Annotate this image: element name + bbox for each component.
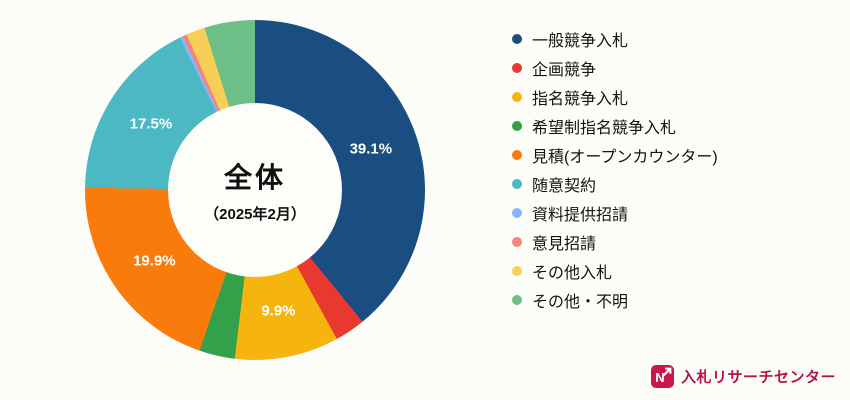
donut-center: 全体 （2025年2月）: [168, 103, 342, 277]
legend-swatch: [512, 294, 522, 305]
legend-label: 意見招請: [532, 235, 597, 253]
legend-swatch: [512, 236, 522, 247]
brand-logo: N 入札リサーチセンター: [650, 364, 836, 389]
legend-swatch: [512, 91, 522, 102]
brand-name: 入札リサーチセンター: [680, 369, 836, 386]
legend-label: その他・不明: [532, 293, 629, 311]
svg-text:N: N: [655, 370, 664, 385]
n-arrow-logo-icon: N: [650, 365, 674, 388]
legend-item: 指名競争入札: [512, 82, 718, 111]
legend-label: 資料提供招請: [532, 206, 629, 224]
legend-item: 一般競争入札: [512, 24, 718, 53]
legend-swatch: [512, 33, 522, 44]
legend-item: 資料提供招請: [512, 198, 718, 227]
legend-label: 随意契約: [532, 177, 597, 195]
legend-swatch: [512, 120, 522, 131]
legend-swatch: [512, 207, 522, 218]
legend-label: 企画競争: [532, 61, 597, 79]
legend-label: 指名競争入札: [532, 90, 629, 108]
legend-item: 希望制指名競争入札: [512, 111, 718, 140]
slice-label: 39.1%: [349, 140, 393, 158]
legend-item: 意見招請: [512, 227, 718, 256]
legend: 一般競争入札 企画競争指名競争入札希望制指名競争入札見積(オープンカウンター) 随意…: [512, 24, 718, 314]
donut-chart: 39.1% 9.9% 19.9% 17.5% 全体 （2025年2月）: [85, 20, 425, 360]
slice-label: 9.9%: [261, 302, 296, 320]
legend-swatch: [512, 149, 522, 160]
slice-label: 17.5%: [129, 115, 173, 133]
legend-label: その他入札: [532, 264, 613, 282]
legend-item: その他入札: [512, 256, 718, 285]
legend-item: 企画競争: [512, 53, 718, 82]
legend-item: 随意契約: [512, 169, 718, 198]
center-subtitle: （2025年2月）: [204, 206, 306, 223]
legend-swatch: [512, 178, 522, 189]
legend-item: その他・不明: [512, 285, 718, 314]
legend-label: 見積(オープンカウンター): [532, 148, 718, 166]
legend-swatch: [512, 62, 522, 73]
legend-label: 希望制指名競争入札: [532, 119, 677, 137]
legend-label: 一般競争入札: [532, 32, 629, 50]
slice-label: 19.9%: [133, 252, 176, 270]
center-title: 全体: [223, 162, 286, 193]
legend-item: 見積(オープンカウンター): [512, 140, 718, 169]
legend-swatch: [512, 265, 522, 276]
